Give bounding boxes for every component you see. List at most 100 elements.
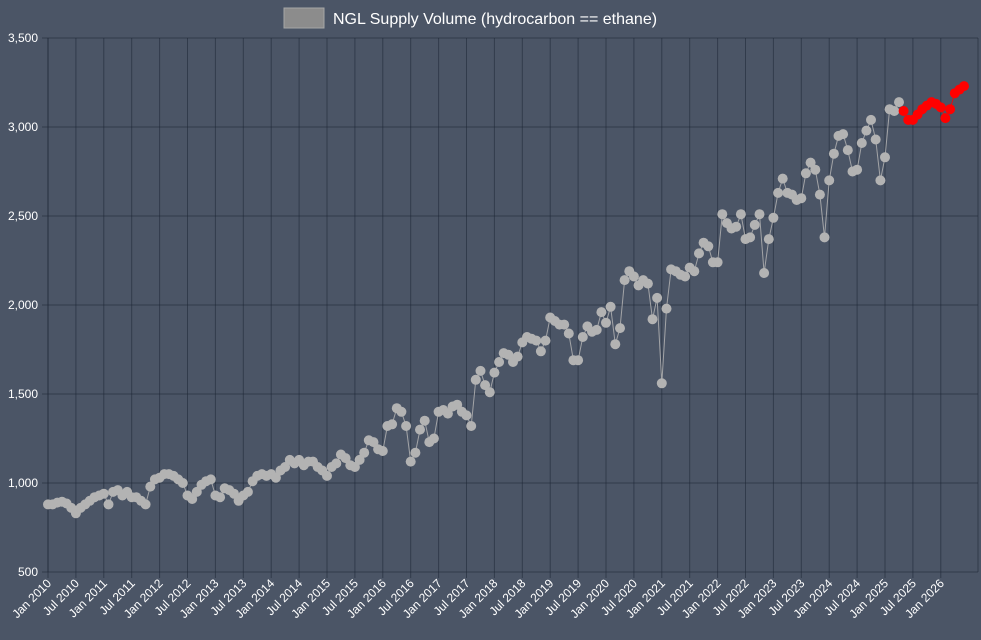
data-point [875, 175, 886, 186]
data-point [605, 301, 616, 312]
series-layer [43, 81, 969, 519]
y-tick-label: 3,500 [8, 31, 38, 45]
data-point [340, 453, 351, 464]
data-point [656, 378, 667, 389]
data-point [215, 492, 226, 503]
data-point [475, 365, 486, 376]
data-point [861, 125, 872, 136]
legend-label: NGL Supply Volume (hydrocarbon == ethane… [333, 11, 657, 28]
data-point [819, 232, 830, 243]
data-point [694, 248, 704, 259]
data-point [368, 437, 379, 448]
series-line [48, 101, 900, 515]
data-point [763, 234, 774, 245]
data-point [563, 328, 574, 339]
data-point [824, 175, 835, 186]
data-point [145, 481, 156, 492]
data-point [387, 419, 398, 430]
data-point [577, 332, 588, 342]
data-point [410, 447, 421, 458]
data-point [480, 380, 491, 391]
series-historical [43, 97, 904, 519]
data-point [814, 189, 825, 200]
data-point [852, 164, 863, 175]
data-point [354, 454, 365, 465]
data-point [322, 470, 332, 481]
data-point [880, 152, 890, 163]
y-tick-label: 3,000 [8, 120, 38, 134]
data-point [401, 421, 412, 431]
data-point [749, 219, 760, 230]
data-point [768, 212, 779, 223]
data-point [596, 307, 607, 318]
data-point [703, 241, 714, 252]
data-point [898, 106, 909, 116]
data-point [828, 148, 839, 159]
data-point [800, 168, 811, 179]
data-point [717, 209, 728, 220]
data-point [759, 268, 770, 278]
data-point [591, 324, 602, 335]
legend[interactable]: NGL Supply Volume (hydrocarbon == ethane… [283, 7, 657, 29]
legend-swatch [283, 7, 325, 29]
data-point [405, 456, 416, 467]
data-point [810, 164, 821, 175]
data-point [945, 104, 956, 115]
data-point [866, 114, 876, 125]
data-point [280, 462, 291, 472]
data-point [805, 157, 816, 168]
data-point [177, 478, 188, 488]
data-point [470, 374, 481, 385]
data-point [642, 278, 653, 289]
data-point [689, 266, 700, 277]
data-point [270, 472, 281, 483]
data-point [773, 187, 784, 198]
data-point [512, 351, 523, 362]
data-point [535, 346, 546, 357]
data-point [856, 138, 867, 148]
data-point [452, 399, 463, 410]
data-point [601, 317, 611, 328]
data-point [98, 488, 109, 499]
data-point [712, 257, 723, 268]
y-tick-label: 500 [18, 565, 38, 579]
data-point [940, 113, 951, 124]
data-point [842, 145, 853, 156]
series-forecast [898, 81, 969, 125]
data-point [610, 339, 621, 350]
data-point [484, 387, 495, 398]
data-point [959, 81, 969, 92]
data-point [531, 335, 542, 346]
data-point [349, 462, 360, 472]
data-point [573, 355, 584, 366]
data-point [191, 486, 202, 497]
data-point [466, 421, 477, 431]
data-point [731, 221, 742, 232]
data-point [540, 335, 551, 346]
data-point [777, 173, 788, 184]
data-point [377, 446, 388, 456]
data-point [103, 499, 114, 510]
data-point [442, 408, 453, 419]
data-point [652, 292, 663, 303]
data-point [494, 357, 505, 367]
data-point [647, 314, 658, 325]
data-point [615, 323, 625, 334]
data-point [796, 193, 807, 204]
data-point [745, 232, 756, 243]
data-point [205, 474, 216, 485]
data-point [229, 488, 239, 499]
data-point [415, 424, 425, 435]
data-point [870, 134, 881, 145]
data-point [461, 410, 472, 421]
data-point [754, 209, 765, 220]
y-tick-label: 1,000 [8, 476, 38, 490]
data-point [628, 271, 639, 282]
data-point [559, 319, 570, 330]
data-point [242, 486, 253, 497]
data-point [489, 367, 500, 378]
data-point [396, 406, 407, 417]
